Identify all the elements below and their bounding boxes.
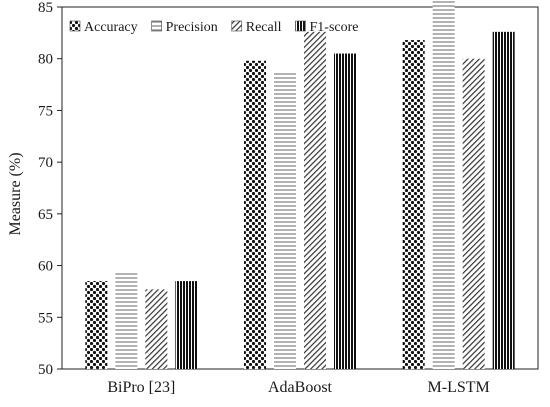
x-tick-label: AdaBoost bbox=[268, 379, 333, 396]
legend-swatch-recall bbox=[231, 20, 243, 32]
y-tick-label: 75 bbox=[38, 103, 53, 119]
bar-recall-0 bbox=[145, 289, 168, 369]
legend: Accuracy Precision Recall F1-score bbox=[69, 20, 359, 35]
legend-label: Accuracy bbox=[84, 20, 138, 35]
y-tick-label: 70 bbox=[38, 155, 53, 171]
bar-precision-2 bbox=[432, 0, 455, 370]
y-tick-label: 80 bbox=[38, 52, 53, 68]
x-tick-label: BiPro [23] bbox=[107, 379, 175, 396]
bar-f1-score-0 bbox=[175, 281, 198, 369]
bars bbox=[85, 0, 515, 370]
y-tick-label: 50 bbox=[38, 362, 53, 378]
legend-swatch-precision bbox=[151, 20, 162, 32]
legend-label: Recall bbox=[246, 20, 282, 35]
y-tick-label: 65 bbox=[38, 207, 53, 223]
bar-accuracy-2 bbox=[402, 40, 425, 370]
bar-f1-score-2 bbox=[492, 31, 515, 370]
bar-recall-1 bbox=[304, 31, 326, 370]
tick-labels: 50 55 60 65 70 75 80 85 BiPro [23] AdaBoost M-LSTM bbox=[38, 0, 490, 396]
bar-precision-1 bbox=[274, 71, 296, 369]
bar-recall-2 bbox=[462, 58, 485, 369]
bar-precision-0 bbox=[115, 272, 138, 369]
legend-label: F1-score bbox=[310, 20, 359, 35]
legend-label: Precision bbox=[166, 20, 218, 35]
legend-swatch-accuracy bbox=[69, 20, 81, 32]
y-tick-label: 60 bbox=[38, 259, 53, 275]
bar-accuracy-0 bbox=[85, 281, 108, 369]
bar-accuracy-1 bbox=[244, 60, 266, 369]
bar-f1-score-1 bbox=[334, 53, 356, 370]
plot-frame bbox=[61, 6, 539, 370]
y-axis-label: Measure (%) bbox=[7, 152, 24, 235]
y-tick-label: 55 bbox=[38, 310, 53, 326]
y-tick-label: 85 bbox=[38, 0, 53, 16]
legend-swatch-f1-score bbox=[295, 20, 306, 32]
x-tick-label: M-LSTM bbox=[428, 379, 490, 396]
axes bbox=[57, 6, 539, 370]
